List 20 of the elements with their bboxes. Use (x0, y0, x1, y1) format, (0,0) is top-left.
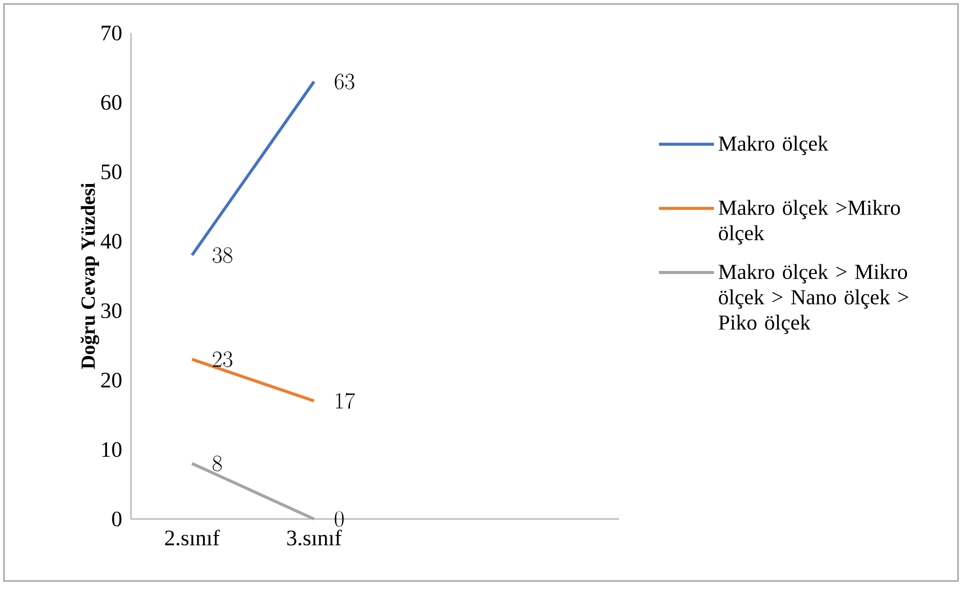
y-tick-label: 70 (102, 26, 122, 40)
data-label: 0 (334, 511, 344, 527)
data-label: 63 (334, 74, 354, 90)
y-tick-label: 50 (102, 164, 122, 180)
data-label: 17 (336, 392, 355, 409)
y-tick-label: 30 (101, 303, 122, 318)
data-label: 23 (212, 352, 232, 368)
y-axis-title: Doğru Cevap Yüzdesi (80, 182, 100, 369)
data-label: 38 (212, 247, 232, 263)
legend-label: Makro ölçek >Mikro ölçek (718, 200, 900, 245)
y-tick-label: 0 (112, 512, 122, 526)
x-tick-label: 2.sınıf (165, 530, 220, 546)
y-tick-label: 60 (101, 95, 122, 110)
x-tick-label: 3.sınıf (287, 530, 342, 546)
data-label: 8 (212, 456, 222, 472)
y-tick-label: 20 (101, 372, 122, 388)
legend-label: Makro ölçek (718, 136, 828, 156)
y-tick-label: 10 (102, 442, 122, 457)
legend-label: Makro ölçek > Mikro ölçek > Nano ölçek > Piko ölçek (718, 264, 908, 334)
y-tick-label: 40 (100, 234, 122, 249)
